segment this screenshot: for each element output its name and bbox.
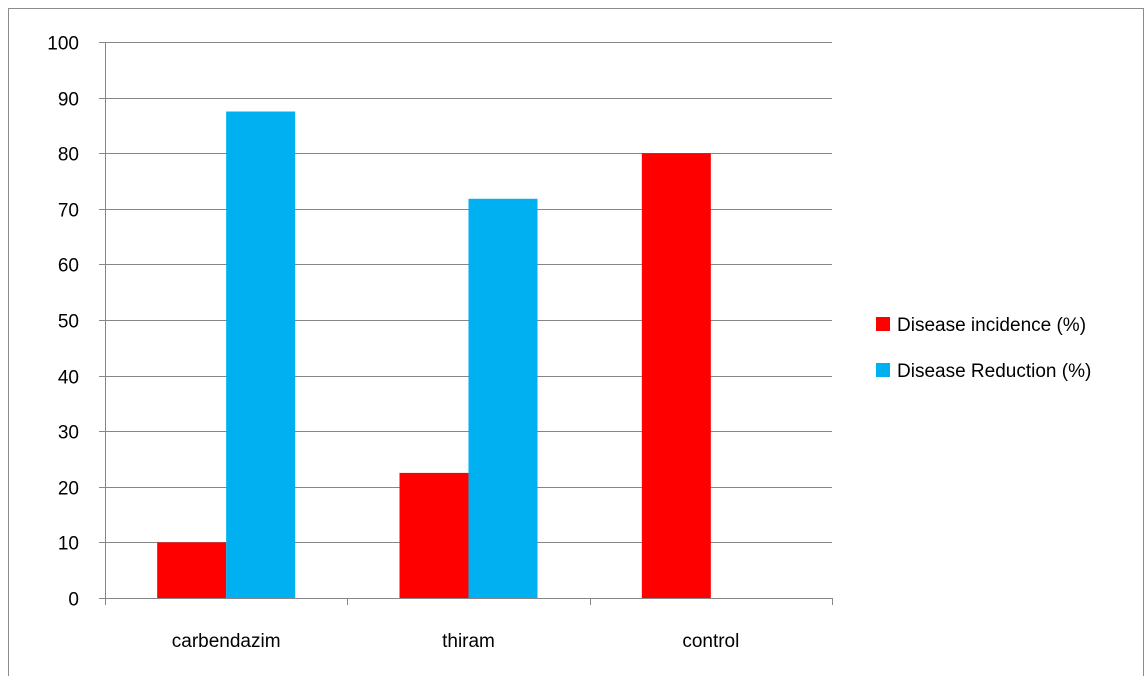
x-tick-label: thiram [442, 631, 495, 652]
y-tick-labels: 0 10 20 30 40 50 60 70 80 90 100 [47, 34, 79, 611]
y-tick-label: 50 [58, 312, 79, 333]
y-tick-label: 30 [58, 423, 79, 444]
bar [226, 111, 296, 598]
bar [157, 542, 227, 598]
y-tick-label: 90 [58, 90, 79, 111]
y-tick-label: 40 [58, 368, 79, 389]
bar [399, 472, 469, 598]
legend-label: Disease Reduction (%) [897, 361, 1091, 382]
y-tick-label: 60 [58, 256, 79, 277]
x-tick-label: control [682, 631, 739, 652]
legend-label: Disease incidence (%) [897, 315, 1086, 336]
y-tick-label: 20 [58, 479, 79, 500]
y-tick-label: 80 [58, 145, 79, 166]
x-tick-label: carbendazim [172, 631, 281, 652]
legend-swatch [876, 363, 890, 377]
legend: Disease incidence (%) Disease Reduction (… [876, 315, 1091, 382]
bars [157, 111, 711, 599]
y-tick-label: 100 [47, 34, 79, 55]
y-tick-label: 70 [58, 201, 79, 222]
y-tick-label: 0 [68, 590, 79, 611]
bar [641, 153, 711, 598]
axes [99, 42, 833, 605]
bar [468, 198, 538, 599]
legend-swatch [876, 317, 890, 331]
y-tick-label: 10 [58, 534, 79, 555]
x-tick-labels: carbendazim thiram control [172, 631, 740, 652]
